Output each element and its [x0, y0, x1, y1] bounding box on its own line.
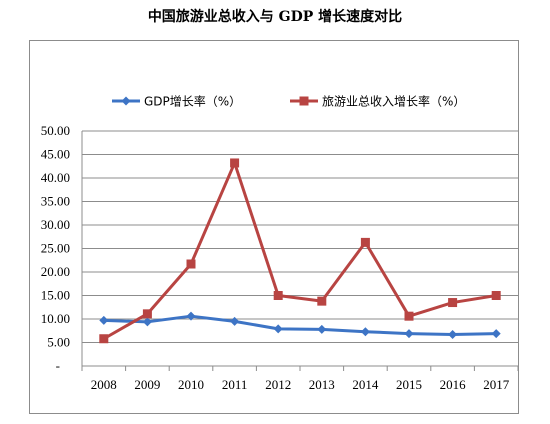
data-point	[273, 324, 283, 334]
y-tick-label: 30.00	[41, 217, 70, 232]
legend-label: GDP增长率（%）	[144, 94, 241, 109]
x-tick-label: 2013	[309, 377, 335, 392]
x-tick-label: 2008	[91, 377, 117, 392]
data-point	[230, 316, 240, 326]
x-tick-label: 2016	[440, 377, 467, 392]
x-tick-label: 2017	[483, 377, 510, 392]
data-point	[186, 259, 196, 269]
data-point	[448, 298, 458, 308]
x-tick-label: 2010	[178, 377, 204, 392]
series-2	[99, 158, 501, 344]
legend-marker	[121, 96, 131, 106]
y-tick-label: 25.00	[41, 241, 70, 256]
data-point	[491, 329, 501, 339]
data-point	[142, 317, 152, 327]
y-tick-label: 5.00	[47, 335, 70, 350]
y-axis-ticks: - 5.00 10.00 15.00 20.00 25.00 30.00 35.00 40.00…	[41, 123, 70, 373]
series-lines	[99, 158, 501, 344]
data-point	[186, 311, 196, 321]
y-tick-label: 20.00	[41, 264, 70, 279]
y-tick-label: 15.00	[41, 288, 70, 303]
legend: GDP增长率（%） 旅游业总收入增长率（%）	[112, 94, 465, 109]
legend-item: GDP增长率（%）	[112, 94, 241, 109]
y-tick-label: 50.00	[41, 123, 70, 138]
data-point	[317, 324, 327, 334]
x-tick-label: 2011	[222, 377, 248, 392]
series-1	[99, 311, 501, 340]
legend-marker	[299, 96, 309, 106]
x-tick-label: 2009	[134, 377, 160, 392]
data-point	[360, 237, 370, 247]
x-axis-ticks: 2008 2009 2010 2011 2012 2013 2014 2015 2016 2017	[81, 366, 519, 392]
x-tick-label: 2012	[265, 377, 291, 392]
y-tick-label: 35.00	[41, 194, 70, 209]
data-point	[142, 309, 152, 319]
data-point	[360, 327, 370, 337]
y-tick-label: -	[56, 358, 60, 373]
data-point	[491, 291, 501, 300]
data-point	[448, 330, 458, 340]
data-point	[230, 158, 240, 168]
data-point	[273, 291, 283, 300]
series-line	[103, 161, 497, 341]
y-tick-label: 40.00	[41, 170, 70, 185]
data-point	[404, 329, 414, 339]
gridlines	[81, 130, 518, 367]
chart-frame	[29, 40, 519, 414]
data-point	[99, 315, 109, 325]
legend-item: 旅游业总收入增长率（%）	[290, 94, 465, 109]
legend-label: 旅游业总收入增长率（%）	[322, 94, 465, 109]
data-point	[317, 296, 327, 306]
y-tick-label: 45.00	[41, 147, 70, 162]
series-line	[103, 314, 497, 337]
y-tick-label: 10.00	[41, 311, 70, 326]
data-point	[404, 311, 414, 321]
x-tick-label: 2015	[396, 377, 422, 392]
data-point	[99, 334, 109, 344]
x-tick-label: 2014	[352, 377, 379, 392]
chart-title: 中国旅游业总收入与 GDP 增长速度对比	[147, 9, 403, 25]
